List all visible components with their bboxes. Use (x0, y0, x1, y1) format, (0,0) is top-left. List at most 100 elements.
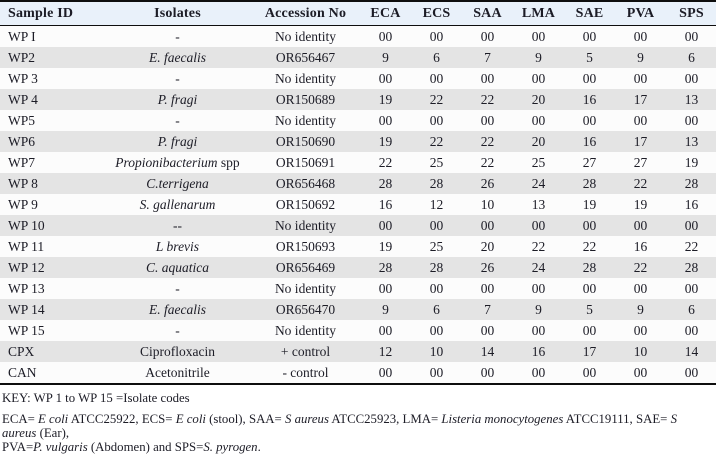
cell-zone-sae: 00 (582, 70, 597, 86)
cell-zone-sae: 00 (582, 364, 597, 380)
cell-sample-id: CAN (8, 364, 37, 380)
cell-zone-pva: 00 (633, 28, 648, 44)
species-name: E coli (175, 412, 206, 426)
cell-zone-sps: 00 (684, 112, 699, 128)
cell-zone-ecs: 6 (433, 301, 440, 317)
cell-accession: OR656467 (275, 49, 336, 65)
cell-zone-ecs: 10 (429, 343, 444, 359)
cell-zone-eca: 28 (378, 175, 393, 191)
cell-zone-sae: 00 (582, 322, 597, 338)
cell-zone-sps: 00 (684, 70, 699, 86)
cell-zone-ecs: 00 (429, 280, 444, 296)
cell-zone-lma: 24 (531, 175, 546, 191)
column-header-pva: PVA (626, 5, 655, 21)
cell-sample-id: WP 13 (8, 280, 45, 296)
cell-isolate: Ciprofloxacin (140, 343, 215, 359)
cell-zone-eca: 00 (378, 322, 393, 338)
cell-zone-sps: 16 (684, 196, 699, 212)
cell-zone-sae: 27 (582, 154, 597, 170)
cell-zone-sae: 17 (582, 343, 597, 359)
cell-zone-saa: 00 (480, 280, 495, 296)
cell-zone-lma: 00 (531, 322, 546, 338)
cell-zone-sae: 19 (582, 196, 597, 212)
footnote-text: PVA= (2, 440, 34, 454)
cell-sample-id: WP 12 (8, 259, 45, 275)
column-header-ecs: ECS (422, 5, 451, 21)
cell-zone-ecs: 28 (429, 259, 444, 275)
cell-zone-sps: 00 (684, 364, 699, 380)
cell-zone-saa: 26 (480, 175, 495, 191)
cell-zone-sps: 00 (684, 217, 699, 233)
cell-zone-saa: 7 (484, 301, 491, 317)
cell-sample-id: WP 4 (8, 91, 38, 107)
cell-accession: - control (282, 364, 329, 380)
cell-zone-saa: 00 (480, 70, 495, 86)
cell-zone-pva: 00 (633, 112, 648, 128)
cell-zone-eca: 00 (378, 28, 393, 44)
cell-zone-lma: 13 (531, 196, 546, 212)
cell-sample-id: WP 15 (8, 322, 45, 338)
cell-isolate: - (175, 28, 180, 44)
cell-zone-saa: 14 (480, 343, 495, 359)
cell-zone-sps: 13 (684, 91, 699, 107)
cell-isolate: L brevis (155, 238, 200, 254)
cell-accession: No identity (274, 322, 337, 338)
table-row-wp-3: WP 3 - No identity 00 00 00 00 00 00 00 (0, 68, 716, 89)
cell-zone-pva: 27 (633, 154, 648, 170)
cell-zone-sps: 00 (684, 280, 699, 296)
cell-zone-saa: 00 (480, 322, 495, 338)
cell-zone-sae: 00 (582, 28, 597, 44)
cell-isolate: P. fragi (157, 91, 198, 107)
table-row-wp7: WP7 Propionibacterium spp OR150691 22 25 22 25… (0, 152, 716, 173)
footnote-text: (Abdomen) and SPS= (87, 440, 204, 454)
cell-zone-ecs: 12 (429, 196, 444, 212)
cell-zone-lma: 00 (531, 364, 546, 380)
cell-zone-pva: 10 (633, 343, 648, 359)
cell-zone-eca: 16 (378, 196, 393, 212)
cell-zone-sae: 22 (582, 238, 597, 254)
header-row: Sample ID Isolates Accession No ECA ECS SAA LM… (0, 1, 716, 26)
cell-sample-id: WP7 (8, 154, 35, 170)
cell-zone-eca: 28 (378, 259, 393, 275)
table-row-wp-12: WP 12 C. aquatica OR656469 28 28 26 24 28 22 28 (0, 257, 716, 278)
cell-zone-ecs: 22 (429, 91, 444, 107)
cell-zone-saa: 00 (480, 364, 495, 380)
column-header-sps: SPS (679, 5, 704, 21)
cell-zone-pva: 00 (633, 70, 648, 86)
cell-sample-id: WP 10 (8, 217, 45, 233)
cell-zone-sps: 28 (684, 175, 699, 191)
cell-zone-saa: 26 (480, 259, 495, 275)
cell-zone-sae: 16 (582, 91, 597, 107)
cell-zone-ecs: 25 (429, 154, 444, 170)
cell-zone-saa: 22 (480, 154, 495, 170)
cell-zone-pva: 00 (633, 322, 648, 338)
cell-isolate: -- (173, 217, 182, 233)
abbreviation-line-2: PVA=P. vulgaris (Abdomen) and SPS=S. pyr… (2, 440, 712, 454)
cell-zone-pva: 00 (633, 280, 648, 296)
cell-zone-pva: 17 (633, 133, 648, 149)
cell-zone-sae: 16 (582, 133, 597, 149)
cell-zone-sps: 6 (688, 301, 695, 317)
cell-zone-lma: 25 (531, 154, 546, 170)
cell-zone-eca: 9 (382, 49, 389, 65)
cell-isolate: Propionibacterium spp (115, 154, 240, 170)
cell-accession: + control (280, 343, 331, 359)
table-row-can: CAN Acetonitrile - control 00 00 00 00 00 00 00 (0, 362, 716, 384)
cell-zone-sps: 22 (684, 238, 699, 254)
cell-zone-saa: 20 (480, 238, 495, 254)
cell-zone-sae: 00 (582, 280, 597, 296)
cell-zone-eca: 00 (378, 70, 393, 86)
table-row-wp-11: WP 11 L brevis OR150693 19 25 20 22 22 16 22 (0, 236, 716, 257)
cell-zone-lma: 20 (531, 133, 546, 149)
cell-zone-ecs: 28 (429, 175, 444, 191)
cell-zone-pva: 00 (633, 217, 648, 233)
cell-zone-sps: 28 (684, 259, 699, 275)
cell-zone-pva: 22 (633, 175, 648, 191)
cell-zone-sae: 5 (586, 49, 593, 65)
footnote-text: (stool), SAA= (205, 412, 285, 426)
cell-isolate: E. faecalis (149, 49, 206, 65)
cell-zone-eca: 00 (378, 217, 393, 233)
cell-zone-saa: 00 (480, 112, 495, 128)
cell-zone-saa: 22 (480, 91, 495, 107)
